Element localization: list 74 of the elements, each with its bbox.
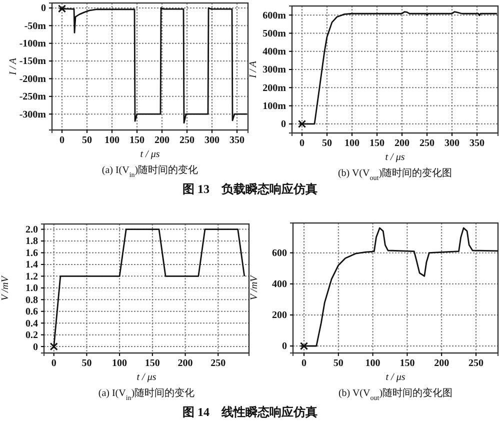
y-tick-label: 0 [33, 342, 38, 353]
x-tick-label: 350 [470, 138, 484, 150]
x-tick-label: 0 [302, 358, 307, 370]
y-tick-label: 500m [262, 28, 287, 40]
line-series [58, 7, 248, 124]
x-axis-title: t / μs [386, 372, 406, 383]
x-tick-label: 350 [230, 135, 244, 146]
x-tick-label: 0 [300, 138, 304, 150]
y-axis-title: V /mV [249, 274, 260, 300]
y-tick-label: -100m [19, 38, 47, 50]
y-tick-label: 0.6 [26, 306, 38, 318]
x-tick-label: 100 [344, 138, 360, 150]
y-tick-label: 0 [41, 3, 46, 14]
x-tick-label: 200 [178, 358, 193, 370]
y-tick-label: 600 [272, 248, 287, 260]
y-tick-label: -300m [19, 109, 47, 120]
x-tick-label: 150 [400, 358, 415, 370]
y-tick-label: 600m [262, 10, 287, 22]
y-tick-label: 0.4 [26, 318, 38, 330]
y-axis-title: V /mV [0, 274, 11, 301]
y-tick-label: 1.8 [26, 236, 38, 248]
x-tick-label: 300 [204, 135, 220, 146]
y-tick-label: 0.2 [26, 330, 38, 342]
x-tick-label: 0 [60, 135, 64, 146]
x-tick-label: 0 [51, 358, 56, 370]
y-tick-label: 0 [282, 341, 287, 352]
x-tick-label: 100 [104, 135, 120, 146]
x-tick-label: 250 [468, 358, 484, 370]
caption: 图 14 线性瞬态响应仿真 [182, 405, 318, 419]
x-axis-title: t / μs [140, 149, 160, 160]
y-tick-label: 400 [272, 279, 287, 290]
x-tick-label: 50 [333, 358, 344, 370]
y-tick-label: 100m [262, 100, 287, 112]
y-axis-title: I / A [248, 60, 259, 80]
y-tick-label: 0 [281, 119, 286, 130]
y-tick-label: 1.0 [26, 283, 38, 294]
y-tick-label: 400m [262, 46, 287, 58]
x-tick-label: 200 [434, 358, 450, 370]
y-tick-label: 200 [272, 310, 287, 322]
x-tick-label: 300 [444, 138, 460, 150]
caption: 图 13 负载瞬态响应仿真 [182, 182, 318, 196]
x-tick-label: 100 [112, 358, 128, 370]
text: (a) I(V$_{in}$)随时间的变化 [98, 387, 195, 402]
x-axis-title: t / μs [385, 152, 405, 163]
text: (a) I(V$_{in}$)随时间的变化 [102, 164, 198, 179]
y-tick-label: -50m [24, 20, 47, 32]
y-tick-label: -200m [19, 74, 47, 85]
x-tick-label: 150 [130, 135, 144, 146]
y-tick-label: 200m [262, 82, 287, 94]
y-tick-label: 0.8 [26, 294, 38, 306]
y-tick-label: -150m [19, 56, 47, 68]
x-tick-label: 50 [322, 138, 332, 150]
y-tick-label: 1.6 [26, 248, 38, 259]
y-tick-label: 300m [262, 64, 287, 76]
y-tick-label: 1.4 [26, 260, 38, 271]
y-tick-label: -250m [19, 92, 47, 103]
x-tick-label: 150 [144, 358, 160, 370]
y-axis-title: I / A [8, 57, 19, 76]
x-tick-label: 250 [180, 135, 194, 146]
x-tick-label: 150 [370, 138, 384, 150]
x-tick-label: 50 [82, 358, 92, 370]
x-axis-title: t / μs [136, 372, 156, 383]
text: (b) V(V$_{out}$)随时间的变化图 [338, 167, 452, 182]
x-tick-label: 200 [394, 138, 410, 150]
text: (b) V(V$_{out}$)随时间的变化图 [338, 387, 453, 402]
x-tick-label: 200 [154, 135, 170, 146]
x-tick-label: 50 [82, 135, 92, 146]
x-tick-label: 250 [420, 138, 434, 150]
x-tick-label: 250 [210, 358, 226, 370]
line-series [300, 227, 499, 347]
x-tick-label: 100 [365, 358, 380, 370]
line-series [298, 11, 498, 125]
y-tick-label: 2.0 [26, 224, 38, 236]
y-tick-label: 1.2 [26, 271, 38, 282]
